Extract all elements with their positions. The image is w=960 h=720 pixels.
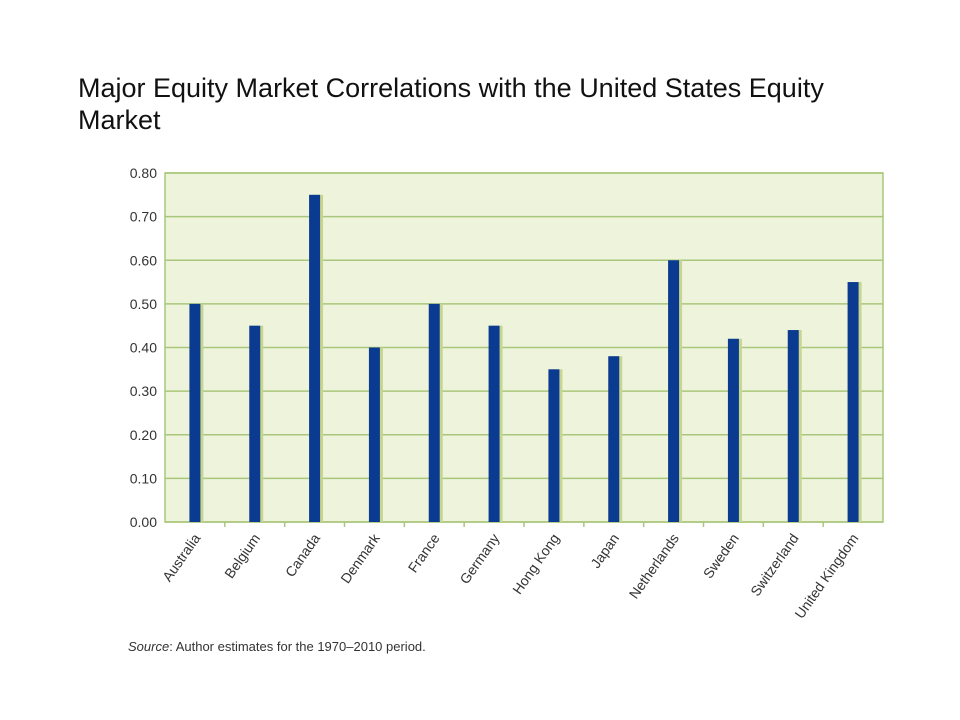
x-tick-label: Canada	[282, 530, 323, 580]
x-tick-label: Netherlands	[626, 531, 682, 602]
bar-sweden	[727, 338, 739, 522]
bar-japan	[608, 356, 620, 522]
bar-canada	[309, 194, 321, 522]
source-note: Source: Author estimates for the 1970–20…	[128, 639, 426, 654]
x-tick-label: Denmark	[337, 530, 383, 587]
bar-australia	[189, 303, 201, 522]
x-tick-label: Switzerland	[747, 531, 802, 599]
x-tick-label: Japan	[587, 531, 622, 571]
x-tick-label: France	[405, 530, 443, 575]
y-tick-label: 0.70	[130, 209, 157, 225]
bar-france	[428, 303, 440, 522]
bar-switzerland	[787, 330, 799, 522]
x-tick-label: Belgium	[221, 531, 263, 582]
bar-germany	[488, 325, 500, 522]
y-tick-label: 0.50	[130, 296, 157, 312]
x-tick-label: Australia	[159, 530, 203, 584]
x-tick-label: United Kingdom	[791, 531, 861, 622]
source-label: Source	[128, 639, 170, 654]
bar-united-kingdom	[847, 282, 859, 522]
x-tick-label: Germany	[456, 531, 502, 587]
y-tick-label: 0.30	[130, 383, 157, 399]
bar-hong-kong	[548, 369, 560, 522]
y-tick-label: 0.10	[130, 470, 157, 486]
y-axis-ticks: 0.00 0.10 0.20 0.30 0.40 0.50 0.60 0.70 0.80	[130, 165, 157, 530]
gridlines	[165, 172, 883, 527]
source-text: : Author estimates for the 1970–2010 per…	[169, 639, 426, 654]
chart-title: Major Equity Market Correlations with th…	[78, 73, 824, 135]
x-tick-label: Sweden	[700, 531, 742, 582]
bar-netherlands	[668, 260, 680, 522]
x-tick-label: Hong Kong	[509, 531, 562, 598]
y-tick-label: 0.40	[130, 340, 157, 356]
bar-belgium	[249, 325, 261, 522]
y-tick-label: 0.00	[130, 514, 157, 530]
y-tick-label: 0.60	[130, 252, 157, 268]
bars	[189, 194, 862, 522]
y-tick-label: 0.80	[130, 165, 157, 181]
x-axis-labels: Australia Belgium Canada Denmark France Germa…	[159, 530, 862, 622]
bar-denmark	[368, 347, 380, 522]
y-tick-label: 0.20	[130, 427, 157, 443]
